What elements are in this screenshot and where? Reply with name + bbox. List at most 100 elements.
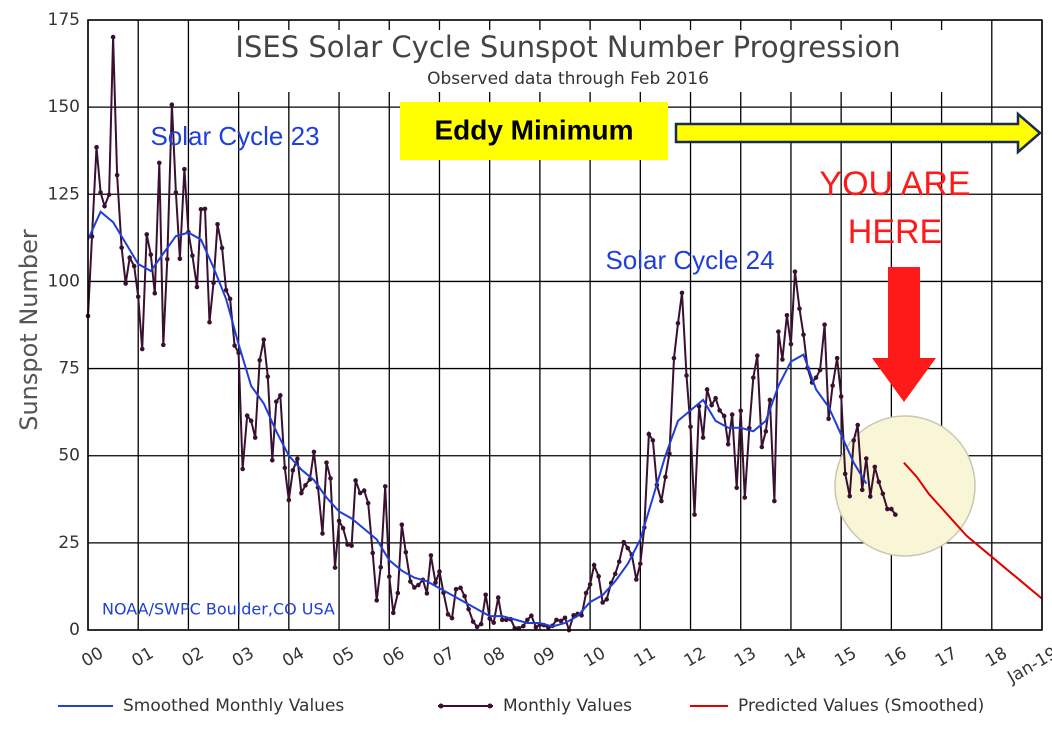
eddy-arrow [674,111,1042,155]
data-point [357,490,363,496]
legend-label: Predicted Values (Smoothed) [738,696,984,716]
data-point [240,466,245,472]
data-point [462,593,467,599]
data-point [851,438,857,443]
data-point [659,498,664,504]
data-point [286,497,292,503]
data-point [336,518,342,524]
data-point [880,491,886,497]
data-point [353,478,358,483]
data-point [173,190,179,195]
data-point [269,457,275,463]
data-point [261,337,267,342]
annotation: Solar Cycle 23 [150,121,319,151]
data-point [734,485,740,491]
data-point [721,413,727,419]
data-point [390,610,396,616]
data-point [127,255,132,261]
data-point [885,506,890,512]
data-point [311,449,317,455]
data-point [198,206,204,212]
data-point [499,617,505,623]
data-point [332,565,338,570]
data-point [399,522,405,528]
data-point [822,322,827,327]
data-point [110,34,116,40]
plot-frame [87,19,1043,631]
highlight-circle [834,415,976,557]
data-point [169,102,175,108]
data-point [483,592,488,598]
data-point [252,435,258,440]
data-point [750,375,756,380]
data-point [449,615,455,621]
data-point [725,441,731,447]
y-tick-label: 75 [58,359,80,379]
data-point [378,564,384,570]
data-point [219,245,225,251]
data-point [663,474,668,480]
data-point [784,312,790,318]
data-point [612,571,618,577]
y-tick-label: 0 [69,620,80,640]
data-point [596,574,601,579]
data-point [290,468,296,473]
data-point [700,435,706,440]
data-point [345,542,350,547]
data-point [361,488,367,493]
data-point [772,498,777,504]
data-point [558,618,564,624]
eddy-box [400,102,668,160]
data-point [211,280,216,286]
data-point [94,144,99,150]
data-point [244,413,250,418]
data-point [349,543,354,548]
y-axis-label: Sunspot Number [15,229,43,431]
data-point [408,579,413,584]
data-point [340,525,346,531]
data-point [123,281,128,286]
data-point [847,493,852,499]
series-line [87,210,868,628]
plot [85,34,1043,634]
data-point [453,586,459,592]
legend-marker [487,703,493,709]
title-backdrop [205,30,965,92]
data-point [114,172,120,178]
data-point [738,408,744,414]
data-point [755,353,760,358]
data-point [428,553,434,558]
annotation: HERE [848,213,942,251]
data-point [646,431,652,437]
data-point [713,395,718,401]
data-point [207,319,212,325]
y-tick-label: 125 [48,184,80,204]
data-point [227,296,233,302]
data-point [119,245,124,250]
data-point [838,394,844,399]
data-point [491,620,497,625]
data-point [763,429,769,434]
data-point [817,367,823,373]
data-point [437,569,442,574]
data-point [863,456,869,461]
data-point [202,206,208,212]
data-point [776,329,781,334]
y-tick-label: 150 [48,97,80,117]
data-point [177,256,183,262]
data-point [667,451,672,456]
data-point [165,256,170,262]
data-point [834,355,840,361]
data-point [403,549,409,555]
data-point [232,343,237,348]
data-point [650,438,656,443]
legend-marker [438,703,444,709]
data-point [487,616,492,621]
data-point [562,615,568,621]
data-point [759,444,765,450]
data-point [445,612,451,617]
data-point [370,550,375,556]
data-point [671,355,677,361]
